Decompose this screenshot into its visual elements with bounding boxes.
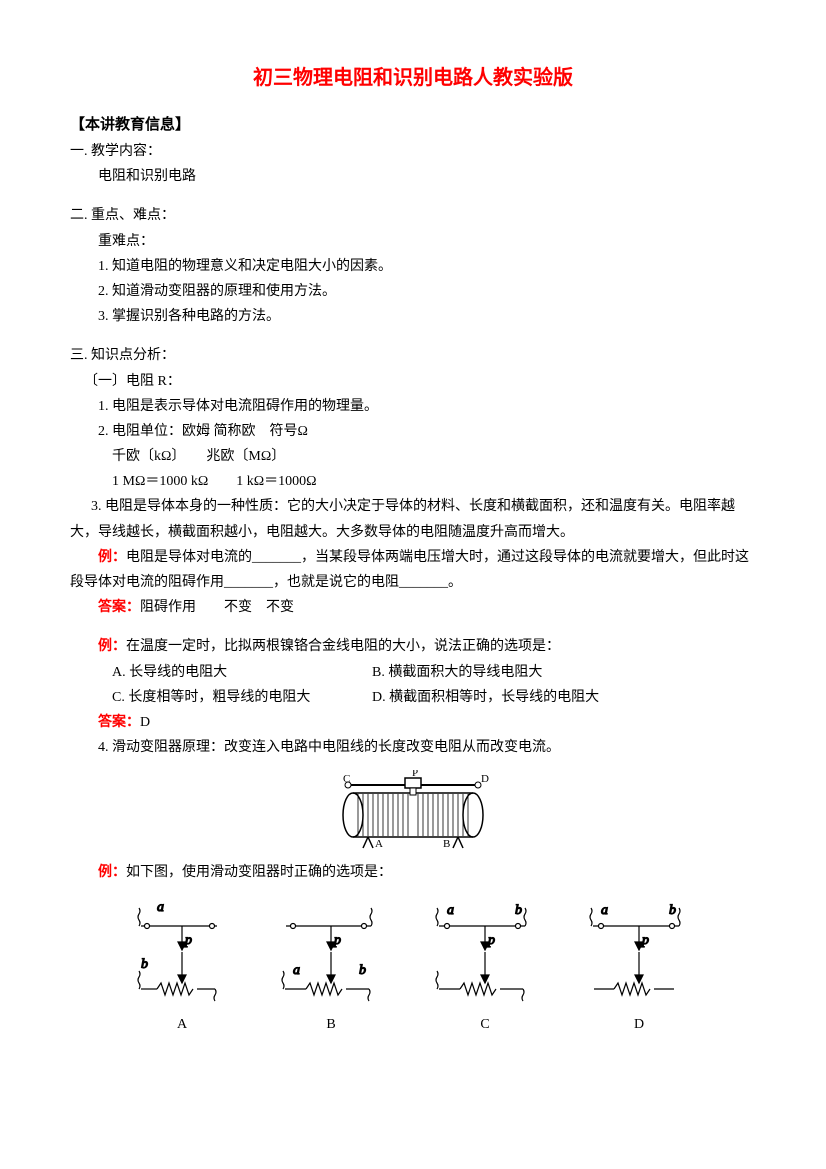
svg-text:p: p	[487, 933, 495, 948]
answer1: 答案：阻碍作用 不变 不变	[70, 595, 756, 620]
label-b: B	[271, 1012, 391, 1037]
answer-label: 答案：	[98, 715, 140, 730]
figure-d: a b p D	[579, 896, 699, 1037]
option-figures: a p b A	[70, 896, 756, 1037]
svg-text:P: P	[412, 770, 418, 779]
answer2-text: D	[140, 715, 150, 730]
svg-text:b: b	[359, 963, 366, 978]
sec3-1: 1. 电阻是表示导体对电流阻碍作用的物理量。	[70, 394, 756, 419]
example1: 例：电阻是导体对电流的_______，当某段导体两端电压增大时，通过这段导体的电…	[70, 545, 756, 595]
page-title: 初三物理电阻和识别电路人教实验版	[70, 60, 756, 96]
header-info: 【本讲教育信息】	[70, 112, 756, 139]
example1-text: 电阻是导体对电流的_______，当某段导体两端电压增大时，通过这段导体的电流就…	[70, 550, 749, 590]
svg-text:a: a	[293, 963, 300, 978]
rheostat-figure: C P D A B	[70, 770, 756, 850]
answer1-text: 阻碍作用 不变 不变	[140, 600, 294, 615]
label-a: A	[127, 1012, 237, 1037]
sec2-item1: 1. 知道电阻的物理意义和决定电阻大小的因素。	[70, 254, 756, 279]
svg-text:C: C	[343, 773, 350, 785]
svg-text:p: p	[184, 933, 192, 948]
option-a: A. 长导线的电阻大	[112, 660, 372, 685]
label-d: D	[579, 1012, 699, 1037]
figure-a: a p b A	[127, 896, 237, 1037]
sec2-item2: 2. 知道滑动变阻器的原理和使用方法。	[70, 279, 756, 304]
sec1-body: 电阻和识别电路	[70, 164, 756, 189]
option-b: B. 横截面积大的导线电阻大	[372, 660, 632, 685]
svg-text:B: B	[443, 838, 450, 850]
svg-text:p: p	[641, 933, 649, 948]
sec2-sub: 重难点：	[70, 229, 756, 254]
option-c: C. 长度相等时，粗导线的电阻大	[112, 685, 372, 710]
figure-c: a b p C	[425, 896, 545, 1037]
example-label: 例：	[98, 550, 126, 565]
example2: 例：在温度一定时，比拟两根镍铬合金线电阻的大小，说法正确的选项是：	[70, 634, 756, 659]
example2-text: 在温度一定时，比拟两根镍铬合金线电阻的大小，说法正确的选项是：	[126, 639, 560, 654]
option-d: D. 横截面积相等时，长导线的电阻大	[372, 685, 632, 710]
sec3-3: 3. 电阻是导体本身的一种性质：它的大小决定于导体的材料、长度和横截面积，还和温…	[70, 494, 756, 544]
example3: 例：如下图，使用滑动变阻器时正确的选项是：	[70, 860, 756, 885]
svg-text:a: a	[157, 900, 164, 915]
answer-label: 答案：	[98, 600, 140, 615]
svg-text:A: A	[375, 838, 383, 850]
sec1-heading: 一. 教学内容：	[70, 139, 756, 164]
option-row-2: C. 长度相等时，粗导线的电阻大 D. 横截面积相等时，长导线的电阻大	[70, 685, 756, 710]
sec2-heading: 二. 重点、难点：	[70, 203, 756, 228]
sec3-sub1: 〔一〕电阻 R：	[70, 369, 756, 394]
svg-text:b: b	[669, 903, 676, 918]
sec3-2a: 千欧〔kΩ〕 兆欧〔MΩ〕	[70, 444, 756, 469]
figure-b: p a b B	[271, 896, 391, 1037]
svg-text:b: b	[141, 957, 148, 972]
svg-text:a: a	[447, 903, 454, 918]
sec3-heading: 三. 知识点分析：	[70, 343, 756, 368]
answer2: 答案：D	[70, 710, 756, 735]
sec3-2b: 1 MΩ＝1000 kΩ 1 kΩ＝1000Ω	[70, 469, 756, 494]
svg-text:a: a	[601, 903, 608, 918]
sec2-item3: 3. 掌握识别各种电路的方法。	[70, 304, 756, 329]
sec3-2: 2. 电阻单位：欧姆 简称欧 符号Ω	[70, 419, 756, 444]
svg-text:b: b	[515, 903, 522, 918]
option-row-1: A. 长导线的电阻大 B. 横截面积大的导线电阻大	[70, 660, 756, 685]
sec3-4: 4. 滑动变阻器原理：改变连入电路中电阻线的长度改变电阻从而改变电流。	[70, 735, 756, 760]
example-label: 例：	[98, 865, 126, 880]
example3-text: 如下图，使用滑动变阻器时正确的选项是：	[126, 865, 392, 880]
example-label: 例：	[98, 639, 126, 654]
svg-text:p: p	[333, 933, 341, 948]
svg-text:D: D	[481, 773, 489, 785]
label-c: C	[425, 1012, 545, 1037]
